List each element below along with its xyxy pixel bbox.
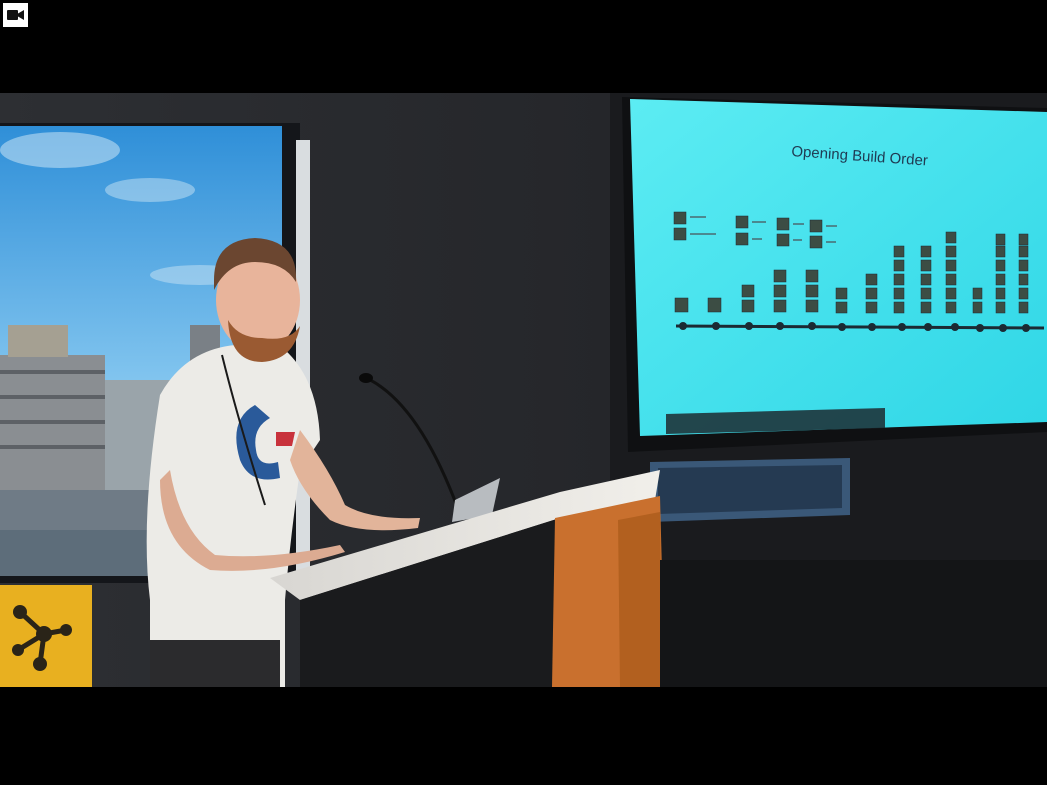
video-camera-icon[interactable]	[3, 3, 28, 27]
slide-toolbar	[666, 408, 885, 434]
build-order-diagram	[673, 211, 1045, 332]
video-frame[interactable]: Opening Build Order	[0, 93, 1047, 687]
conference-scene	[0, 93, 1047, 687]
